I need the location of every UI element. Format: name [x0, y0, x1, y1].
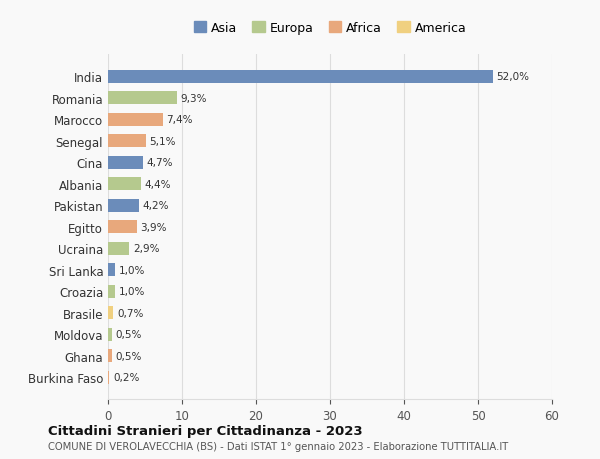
Bar — [108, 71, 493, 84]
Bar — [108, 349, 112, 362]
Bar — [108, 285, 115, 298]
Text: 7,4%: 7,4% — [166, 115, 193, 125]
Text: 3,9%: 3,9% — [140, 222, 167, 232]
Bar — [108, 371, 109, 384]
Bar — [108, 135, 146, 148]
Text: Cittadini Stranieri per Cittadinanza - 2023: Cittadini Stranieri per Cittadinanza - 2… — [48, 424, 362, 437]
Text: 52,0%: 52,0% — [497, 72, 530, 82]
Bar — [108, 178, 140, 191]
Bar — [108, 113, 163, 127]
Text: 9,3%: 9,3% — [181, 94, 207, 104]
Text: 4,4%: 4,4% — [144, 179, 171, 189]
Bar — [108, 242, 130, 255]
Text: 2,9%: 2,9% — [133, 244, 160, 254]
Bar — [108, 221, 137, 234]
Text: 0,5%: 0,5% — [115, 351, 142, 361]
Bar — [108, 199, 139, 212]
Text: 4,7%: 4,7% — [146, 158, 173, 168]
Text: 0,5%: 0,5% — [115, 330, 142, 339]
Legend: Asia, Europa, Africa, America: Asia, Europa, Africa, America — [188, 17, 472, 39]
Bar — [108, 263, 115, 276]
Bar — [108, 92, 177, 105]
Text: 1,0%: 1,0% — [119, 286, 145, 297]
Bar — [108, 307, 113, 319]
Text: 0,7%: 0,7% — [117, 308, 143, 318]
Bar — [108, 328, 112, 341]
Bar — [108, 157, 143, 169]
Text: 0,2%: 0,2% — [113, 372, 140, 382]
Text: 5,1%: 5,1% — [149, 136, 176, 146]
Text: COMUNE DI VEROLAVECCHIA (BS) - Dati ISTAT 1° gennaio 2023 - Elaborazione TUTTITA: COMUNE DI VEROLAVECCHIA (BS) - Dati ISTA… — [48, 441, 508, 451]
Text: 1,0%: 1,0% — [119, 265, 145, 275]
Text: 4,2%: 4,2% — [143, 201, 169, 211]
